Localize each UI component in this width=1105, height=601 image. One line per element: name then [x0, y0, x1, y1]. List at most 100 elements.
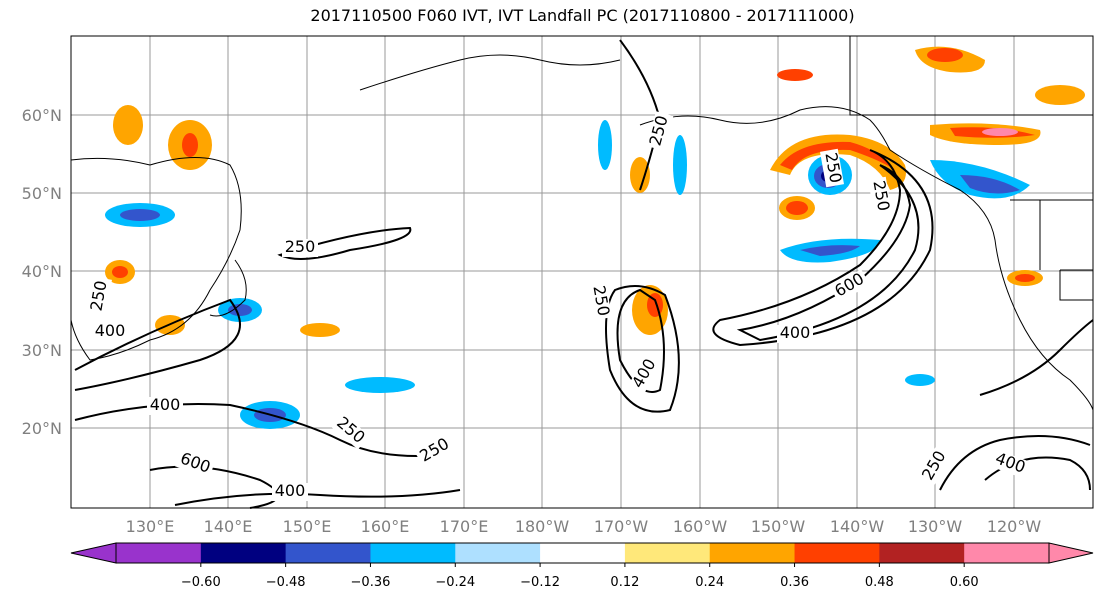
colorbar-segment: [879, 543, 965, 563]
blob-neg-mid2: [673, 135, 687, 195]
contour-label-bg: [92, 323, 128, 341]
contour-label: 400: [780, 323, 811, 342]
map-frame: [70, 35, 1094, 509]
lon-label: 150°W: [751, 517, 806, 536]
contour-label-bg: [918, 445, 952, 487]
contour-label: 400: [95, 321, 126, 340]
blob-pos-n1: [777, 69, 813, 81]
blob-neg-e1: [905, 374, 935, 386]
colorbar-segment: [794, 543, 880, 563]
colorbar-under-arrow: [70, 542, 117, 564]
map-background: [71, 36, 1093, 508]
colorbar-segment: [709, 543, 796, 563]
blob-pos-arc-core: [780, 141, 895, 170]
coast-siberia: [359, 54, 621, 91]
blob-pos-n2: [1035, 85, 1085, 105]
contour-400-w: [74, 298, 241, 391]
blob-neg-mid1: [598, 120, 612, 170]
contour-250-mid: [605, 285, 680, 413]
colorbar-tick-label: 0.24: [695, 575, 724, 590]
contour-label-bg: [272, 483, 308, 501]
contour-label-bg: [820, 148, 844, 188]
coast-japan: [209, 259, 247, 317]
colorbar: −0.60 −0.48 −0.36 −0.24 −0.12 0.12 0.24 0.36 0.4…: [70, 542, 1094, 590]
contour-250-s: [74, 403, 441, 457]
contour-label: 250: [285, 237, 316, 256]
contour-label-bg: [147, 397, 183, 415]
state-lines: [1010, 199, 1093, 301]
lon-label: 130°W: [908, 517, 963, 536]
contour-label-bg: [990, 449, 1030, 479]
lon-label: 160°E: [361, 517, 410, 536]
lat-label: 20°N: [22, 419, 62, 438]
blob-pos-w3-core: [112, 266, 128, 278]
coastlines: [70, 36, 1094, 411]
lon-label: 150°E: [283, 517, 332, 536]
lat-label: 40°N: [22, 262, 62, 281]
blob-neg-w4: [345, 377, 415, 393]
contour-label-bg: [868, 176, 892, 216]
colorbar-over-arrow: [1048, 542, 1094, 564]
blob-pos-w2-core: [182, 133, 198, 157]
lat-label: 30°N: [22, 341, 62, 360]
colorbar-tick-label: −0.36: [351, 575, 391, 590]
lon-label: 130°E: [126, 517, 175, 536]
longitude-labels: 130°E 140°E 150°E 160°E 170°E 180°W 170°W 160°W…: [126, 517, 1042, 536]
colorbar-segment: [964, 543, 1050, 563]
colorbar-segment: [285, 543, 371, 563]
colorbar-tick-label: −0.48: [266, 575, 306, 590]
contour-250-se: [939, 435, 1091, 491]
coast-asia: [70, 157, 242, 361]
colorbar-segment: [455, 543, 541, 563]
blob-pos-yukon-core: [927, 48, 963, 62]
blob-neg-coast-core: [960, 175, 1020, 194]
coast-na: [889, 149, 1094, 411]
colorbar-tick-label: −0.12: [520, 575, 560, 590]
lon-label: 170°E: [440, 517, 489, 536]
lon-label: 140°W: [830, 517, 885, 536]
blob-neg-w2-core: [228, 304, 252, 316]
contour-250-e: [979, 319, 1094, 396]
contour-label-bg: [646, 111, 674, 151]
contour-label-bg: [330, 412, 370, 450]
latitude-labels: 60°N 50°N 40°N 30°N 20°N: [22, 106, 62, 438]
border-canada: [849, 36, 1093, 116]
colorbar-segment: [540, 543, 626, 563]
blob-pos-bc-max: [982, 128, 1018, 136]
colorbar-tick-label: 0.36: [780, 575, 809, 590]
colorbar-tick-label: −0.60: [181, 575, 221, 590]
blob-pos-sw-core: [786, 201, 808, 215]
colorbar-segment: [370, 543, 456, 563]
coast-alaska: [639, 106, 891, 151]
colorbar-tick-label: −0.24: [435, 575, 475, 590]
colorbar-tick-label: 0.60: [950, 575, 979, 590]
lat-label: 60°N: [22, 106, 62, 125]
colorbar-segment: [116, 543, 202, 563]
contour-label-bg: [628, 353, 662, 395]
contour-400-s: [174, 489, 461, 506]
contour-label-bg: [414, 434, 456, 468]
blob-neg-band-core: [800, 245, 860, 256]
contour-label-bg: [175, 449, 215, 479]
blob-neg-w1-core: [120, 209, 160, 221]
contour-label-bg: [777, 325, 813, 343]
colorbar-tick-label: 0.12: [610, 575, 639, 590]
blob-pos-e1-core: [1015, 274, 1035, 282]
contour-label: 400: [275, 481, 306, 500]
contour-label-bg: [88, 276, 112, 316]
map-title: 2017110500 F060 IVT, IVT Landfall PC (20…: [310, 6, 855, 25]
blob-pos-w5: [300, 323, 340, 337]
colorbar-frame: [115, 542, 1050, 564]
blob-pos-mid2: [630, 157, 650, 193]
lon-label: 180°W: [515, 517, 570, 536]
blob-pos-w1: [113, 105, 143, 145]
lon-label: 140°E: [204, 517, 253, 536]
colorbar-segment: [200, 543, 287, 563]
contour-label-bg: [588, 281, 612, 321]
contour-250-jp: [277, 226, 412, 260]
colorbar-segment: [624, 543, 711, 563]
colorbar-tick-label: 0.48: [865, 575, 894, 590]
lat-label: 50°N: [22, 184, 62, 203]
contour-label: 400: [150, 395, 181, 414]
